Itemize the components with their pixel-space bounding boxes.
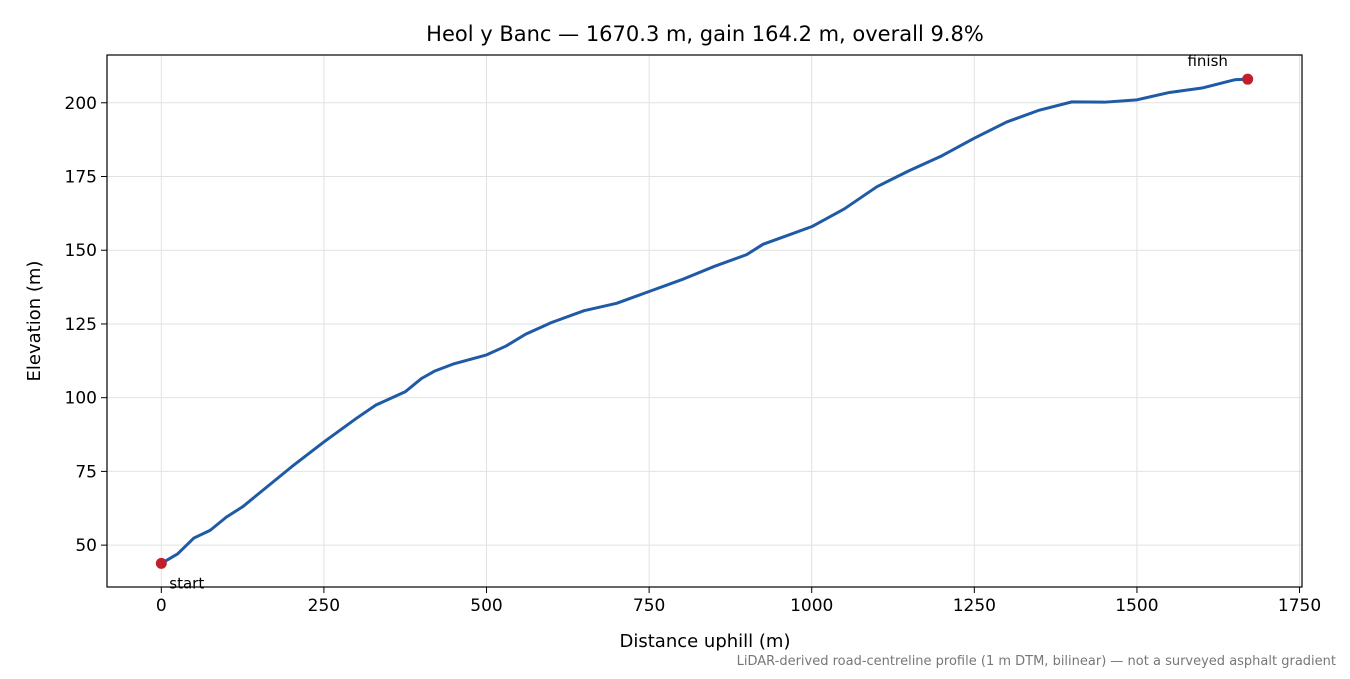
annotation: start <box>169 574 204 592</box>
y-axis-label: Elevation (m) <box>24 261 45 382</box>
y-tick-label: 100 <box>65 389 97 409</box>
elevation-line <box>160 77 1248 565</box>
x-axis-label: Distance uphill (m) <box>620 631 791 652</box>
y-tick-label: 125 <box>65 315 97 335</box>
endpoint-marker <box>1242 73 1254 85</box>
x-tick-label: 1250 <box>953 596 996 616</box>
annotation: finish <box>1187 52 1227 70</box>
y-tick-label: 200 <box>65 94 97 114</box>
x-tick-label: 0 <box>156 596 167 616</box>
footnote: LiDAR-derived road-centreline profile (1… <box>737 654 1336 669</box>
y-tick-label: 175 <box>65 167 97 187</box>
y-tick-label: 50 <box>75 536 97 556</box>
y-tick-label: 150 <box>65 241 97 261</box>
x-tick-label: 250 <box>308 596 340 616</box>
x-tick-label: 500 <box>470 596 502 616</box>
x-tick-label: 1500 <box>1115 596 1158 616</box>
x-tick-label: 750 <box>633 596 665 616</box>
plot-frame <box>106 54 1303 588</box>
chart-title: Heol y Banc — 1670.3 m, gain 164.2 m, ov… <box>426 22 984 46</box>
x-tick-label: 1000 <box>790 596 833 616</box>
x-tick-label: 1750 <box>1278 596 1321 616</box>
y-tick-label: 75 <box>75 462 97 482</box>
endpoint-marker <box>155 557 167 569</box>
